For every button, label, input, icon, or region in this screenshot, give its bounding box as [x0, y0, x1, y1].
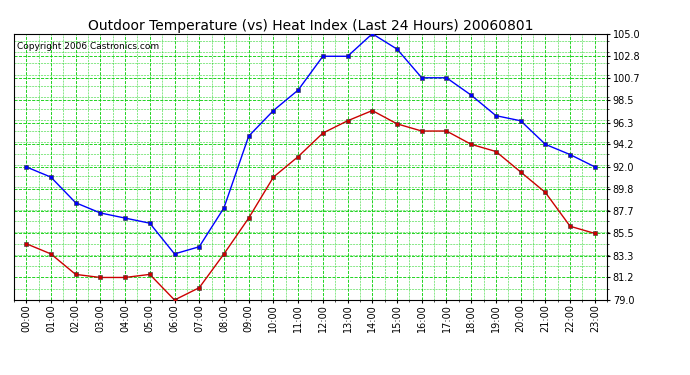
Text: Copyright 2006 Castronics.com: Copyright 2006 Castronics.com: [17, 42, 159, 51]
Title: Outdoor Temperature (vs) Heat Index (Last 24 Hours) 20060801: Outdoor Temperature (vs) Heat Index (Las…: [88, 19, 533, 33]
